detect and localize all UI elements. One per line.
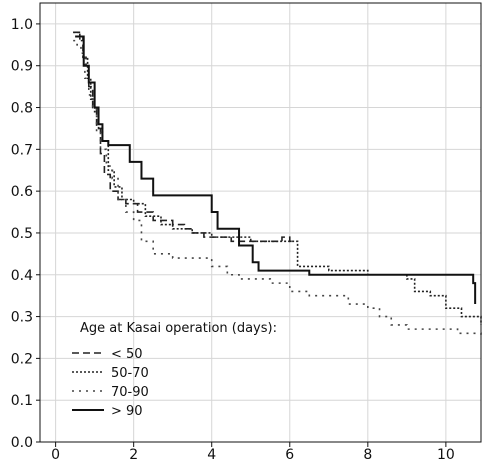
- x-tick-label: 4: [207, 447, 216, 463]
- grid-lines: [40, 3, 481, 443]
- y-tick-label: 0.4: [11, 268, 33, 284]
- x-axis-ticks: 0 2 4 6 8 10: [51, 442, 455, 463]
- legend: Age at Kasai operation (days): < 50 50-70…: [72, 321, 277, 419]
- y-tick-label: 0.8: [11, 101, 33, 117]
- series-line-2: [73, 39, 482, 338]
- x-tick-label: 0: [51, 447, 60, 463]
- series-line-1: [73, 31, 482, 325]
- y-tick-label: 0.7: [11, 142, 33, 158]
- x-tick-label: 8: [363, 447, 372, 463]
- legend-label-3: > 90: [111, 404, 143, 419]
- x-tick-label: 6: [285, 447, 294, 463]
- legend-label-1: 50-70: [111, 366, 149, 381]
- y-tick-label: 0.3: [11, 310, 33, 326]
- x-tick-label: 10: [437, 447, 455, 463]
- y-tick-label: 1.0: [11, 17, 33, 33]
- series-line-3: [75, 35, 477, 305]
- x-tick-label: 2: [129, 447, 138, 463]
- plot-border: [39, 2, 482, 443]
- y-axis-ticks: 0.0 0.1 0.2 0.3 0.4 0.5 0.6 0.7 0.8 0.9 1.0: [11, 17, 40, 451]
- plot-frame: [39, 2, 482, 443]
- y-tick-label: 0.2: [11, 351, 33, 367]
- y-tick-label: 0.6: [11, 184, 33, 200]
- series-line-0: [73, 31, 292, 243]
- y-tick-label: 0.5: [11, 226, 33, 242]
- y-tick-label: 0.9: [11, 59, 33, 75]
- y-tick-label: 0.1: [11, 393, 33, 409]
- legend-title: Age at Kasai operation (days):: [80, 321, 277, 336]
- series-lines: [73, 31, 482, 338]
- legend-label-2: 70-90: [111, 385, 149, 400]
- legend-label-0: < 50: [111, 347, 143, 362]
- y-tick-label: 0.0: [11, 435, 33, 451]
